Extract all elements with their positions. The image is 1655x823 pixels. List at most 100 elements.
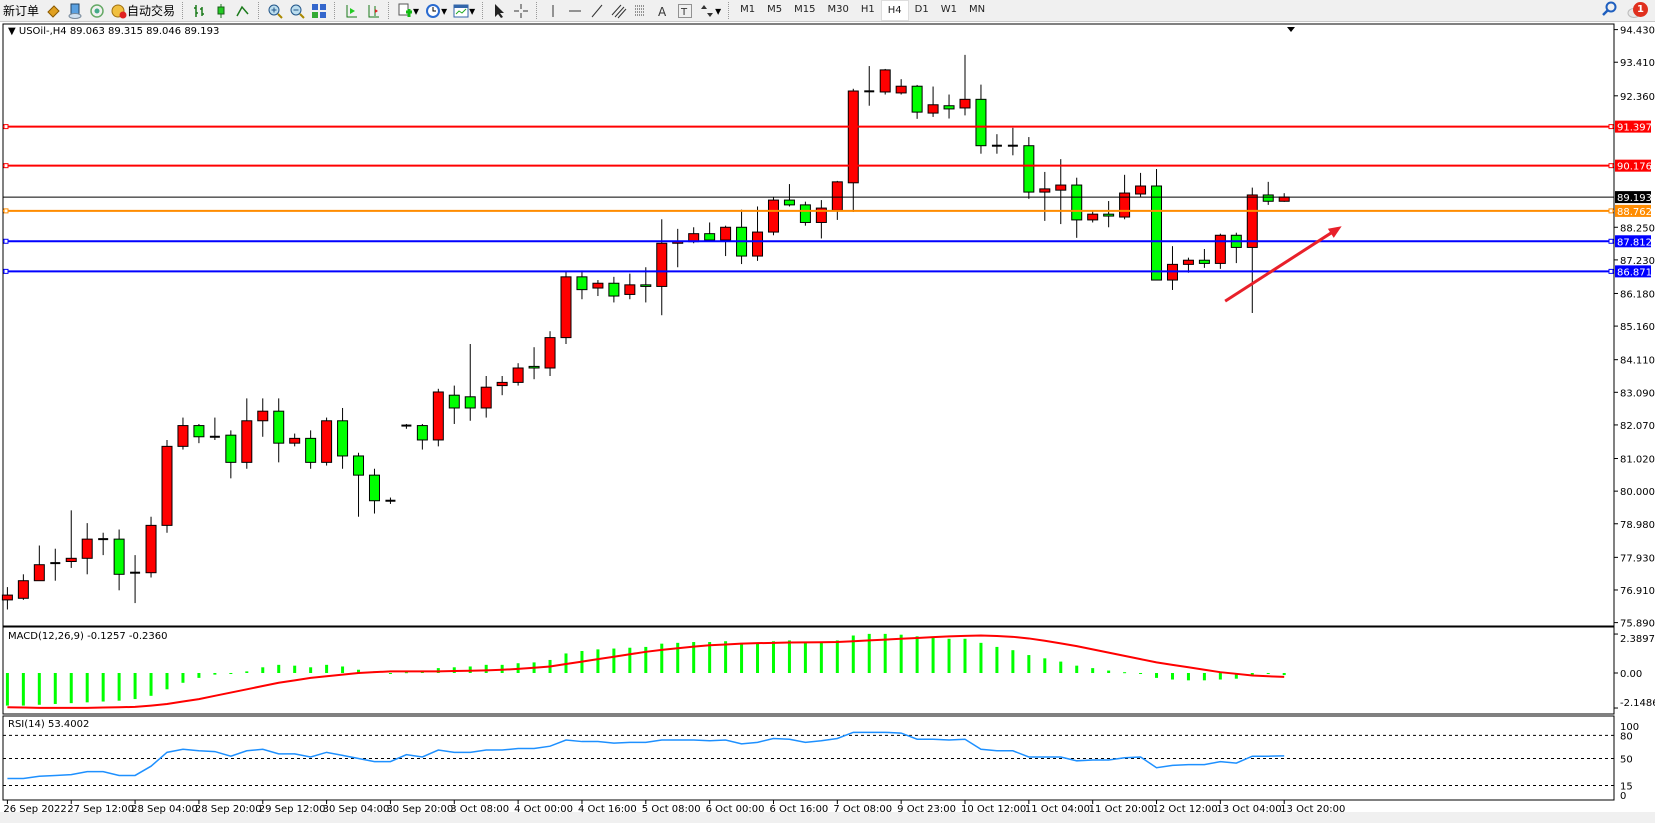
tile-windows-button[interactable] [308,1,330,20]
candle-body [113,538,125,575]
crosshair-button[interactable] [510,1,532,20]
arrows-icon [699,3,715,19]
candle-body [576,276,588,291]
candle-body [353,455,365,476]
bar-chart-button[interactable] [188,1,210,20]
signals-button[interactable] [86,1,108,20]
search-icon[interactable] [1601,1,1617,20]
fibonacci-button[interactable] [630,1,652,20]
level-anchor-right [1608,238,1614,244]
candle [368,468,380,514]
candle [895,79,907,95]
toolbar-separator [334,2,336,19]
candle [927,86,939,117]
trendline-button[interactable] [586,1,608,20]
data-window-button[interactable] [64,1,86,20]
timeframe-m30[interactable]: M30 [827,4,849,15]
cursor-button[interactable] [488,1,510,20]
time-tick-label: 5 Oct 08:00 [642,804,701,815]
candle [401,423,412,429]
macd-histogram-bar [261,667,265,673]
price-tick-label: 84.110 [1620,356,1655,367]
text-label-icon: T [677,3,693,19]
horizontal-line-button[interactable] [564,1,586,20]
collapse-triangle-icon[interactable]: ▼ [8,26,19,37]
macd-histogram-bar [867,633,871,673]
candle [1,587,13,610]
templates-button[interactable]: ▾ [450,1,478,20]
equidistant-channel-button[interactable] [608,1,630,20]
new-order-label: 新订单 [3,4,40,18]
toolbar-separator [536,2,538,19]
level-anchor-left [3,208,9,214]
macd-histogram-bar [931,637,935,673]
text-label-button[interactable]: T [674,1,696,20]
auto-trading-icon [111,3,127,19]
timeframe-h1[interactable]: H1 [860,4,875,15]
line-chart-button[interactable] [232,1,254,20]
price-tick-label: 80.000 [1620,487,1655,498]
price-tag-label: 87.812 [1617,237,1652,248]
candle-body [1278,196,1290,202]
price-tag [1615,120,1651,133]
market-watch-button[interactable] [42,1,64,20]
level-anchor-right [1608,124,1614,130]
candle [512,363,524,386]
candle-body [560,276,572,339]
candle-body [193,425,205,438]
macd-histogram-bar [69,673,73,704]
indicators-button[interactable]: ▾ [394,1,422,20]
candle [289,433,301,447]
timeframe-d1[interactable]: D1 [914,4,929,15]
macd-histogram-bar [245,671,249,673]
price-tag [1615,204,1651,217]
candle [1135,172,1147,197]
timeframe-m1[interactable]: M1 [740,4,756,15]
zoom-out-icon [289,3,305,19]
text-button[interactable]: A [652,1,674,20]
trendline-icon [589,3,605,19]
candle [464,344,476,421]
timeframe-m15[interactable]: M15 [794,4,816,15]
timeframe-w1[interactable]: W1 [940,4,957,15]
macd-histogram-bar [1186,673,1190,681]
notifications-button[interactable]: 1 [1627,1,1649,20]
candle-body [1103,213,1115,217]
toolbar-separator [388,2,390,19]
macd-histogram-bar [309,667,313,673]
chart-window[interactable]: 94.430 93.410 92.360 88.250 87.230 86.180 85.1… [0,22,1655,823]
candle-body [480,386,492,409]
level-anchor-left [3,124,9,130]
candle-body [927,104,939,114]
vertical-line-button[interactable] [542,1,564,20]
candle [656,219,668,316]
zoom-out-button[interactable] [286,1,308,20]
time-tick-label: 4 Oct 16:00 [578,804,637,815]
periods-button[interactable]: ▾ [422,1,450,20]
timeframe-m5[interactable]: M5 [767,4,783,15]
auto-scroll-button[interactable] [340,1,362,20]
time-tick-label: 7 Oct 08:00 [833,804,892,815]
timeframe-mn[interactable]: MN [968,4,986,15]
level-anchor-right [1608,268,1614,274]
macd-histogram-bar [404,672,408,674]
dropdown-arrow-icon: ▾ [469,3,476,18]
auto-trading-button[interactable]: 自动交易 [108,1,178,20]
arrows-button[interactable]: ▾ [696,1,724,20]
candle [624,273,636,300]
candlestick-chart-button[interactable] [210,1,232,20]
timeframe-h4[interactable]: H4 [880,0,909,21]
price-tick-label: 76.910 [1620,586,1655,597]
candle-body [81,538,93,559]
candle-body [720,226,732,241]
candle [241,398,253,469]
zoom-in-button[interactable] [264,1,286,20]
macd-histogram-bar [883,633,887,673]
candle-body [257,410,269,422]
crosshair-icon [513,3,529,19]
candle [145,516,157,578]
macd-histogram-bar [133,673,137,700]
price-tick-label: 93.410 [1620,58,1655,69]
new-order-button[interactable]: 新订单 [0,1,42,20]
chart-shift-button[interactable] [362,1,384,20]
